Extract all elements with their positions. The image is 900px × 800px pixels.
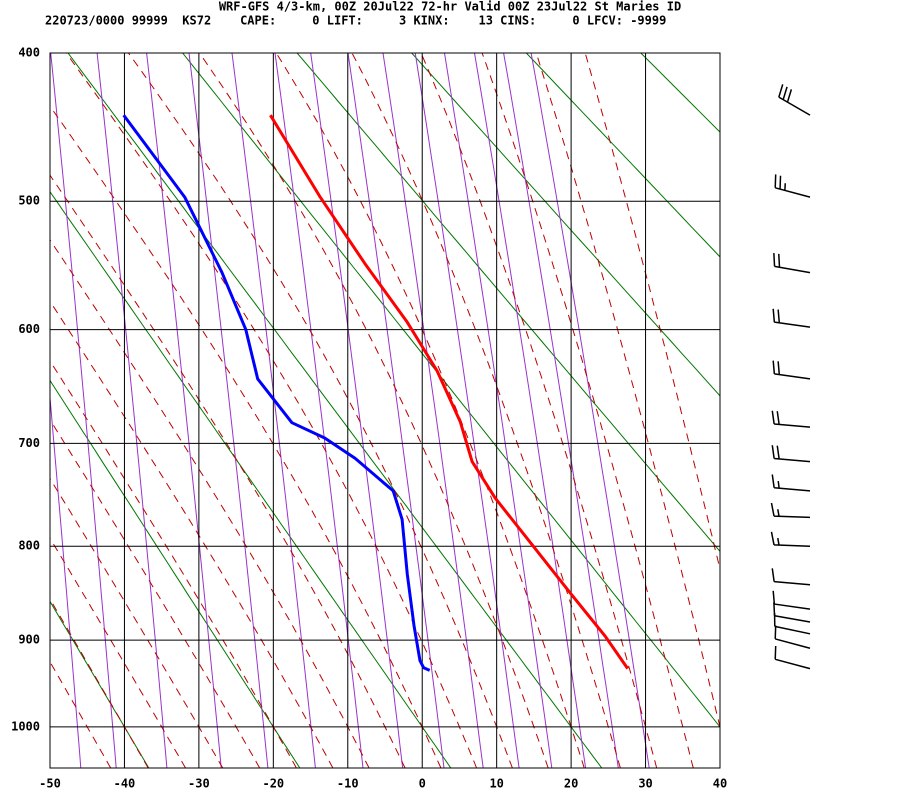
x-tick-label: -10 xyxy=(337,777,359,791)
x-tick-label: 0 xyxy=(419,777,426,791)
moist-adiabat xyxy=(50,105,442,768)
wind-barb xyxy=(772,308,811,328)
mixing-ratio-line xyxy=(444,53,553,768)
mixing-ratio-line xyxy=(274,53,364,768)
mixing-ratio-line xyxy=(503,53,619,768)
moist-adiabat xyxy=(50,238,370,768)
dry-adiabat xyxy=(50,600,150,768)
y-tick-label: 900 xyxy=(18,633,40,647)
wind-barb xyxy=(771,410,811,428)
wind-barb xyxy=(778,84,811,116)
dry-adiabat xyxy=(296,53,720,553)
x-tick-label: 30 xyxy=(638,777,652,791)
moist-adiabat xyxy=(351,53,621,768)
wind-barb xyxy=(774,645,811,670)
dry-adiabat xyxy=(67,53,603,768)
mixing-ratio-line xyxy=(50,392,82,768)
moist-adiabat xyxy=(65,53,478,768)
dry-adiabat xyxy=(411,53,720,397)
wind-barb xyxy=(771,445,811,463)
mixing-ratio-line xyxy=(347,53,445,768)
moist-adiabat xyxy=(481,53,694,768)
y-tick-label: 1000 xyxy=(11,719,40,733)
mixing-ratio-line xyxy=(50,53,117,768)
dry-adiabat xyxy=(50,379,301,768)
profiles xyxy=(122,114,629,672)
y-tick-label: 700 xyxy=(18,436,40,450)
wind-barb xyxy=(771,568,811,586)
moist-adiabat xyxy=(50,300,334,768)
x-tick-label: 40 xyxy=(713,777,727,791)
mixing-ratio-line xyxy=(474,53,587,768)
y-tick-label: 400 xyxy=(18,46,40,60)
plot-frame xyxy=(49,52,721,769)
sounding-indices: 220723/0000 99999 KS72 CAPE: 0 LIFT: 3 K… xyxy=(45,14,666,28)
mixing-ratio-line xyxy=(96,53,168,768)
moist-adiabat xyxy=(127,53,513,768)
dry-adiabat xyxy=(50,190,452,768)
moist-adiabat xyxy=(535,53,720,730)
moist-adiabat xyxy=(50,660,112,768)
y-tick-label: 800 xyxy=(18,539,40,553)
moist-adiabat xyxy=(50,174,406,768)
wind-barbs xyxy=(770,84,811,670)
wind-barb xyxy=(770,531,811,547)
moist-adiabat xyxy=(275,53,585,768)
profile-line xyxy=(269,114,629,670)
wind-barb xyxy=(774,174,811,198)
moist-adiabat xyxy=(50,537,187,768)
x-tick-label: -40 xyxy=(114,777,136,791)
x-tick-label: 10 xyxy=(489,777,503,791)
y-tick-label: 600 xyxy=(18,322,40,336)
wind-barb xyxy=(774,625,811,649)
moist-adiabat xyxy=(50,598,149,768)
mixing-ratio-line xyxy=(188,53,269,768)
moist-adiabat xyxy=(50,477,224,768)
mixing-ratio-line xyxy=(310,53,404,768)
mixing-ratio-line xyxy=(146,53,222,768)
moist-adiabat xyxy=(198,53,549,768)
moist-adiabat xyxy=(50,360,297,768)
profile-line xyxy=(122,114,431,672)
mixing-ratio-line xyxy=(382,53,484,768)
wind-barb xyxy=(770,502,811,519)
chart-title: WRF-GFS 4/3-km, 00Z 20Jul22 72-hr Valid … xyxy=(219,0,681,14)
wind-barb xyxy=(772,590,811,610)
wind-barb xyxy=(773,612,811,635)
wind-barb xyxy=(773,252,811,274)
wind-barb xyxy=(771,474,811,492)
x-tick-label: -20 xyxy=(262,777,284,791)
mixing-ratio-line xyxy=(530,53,650,768)
mixing-ratio-line xyxy=(231,53,316,768)
wind-barb xyxy=(772,360,811,380)
y-tick-label: 500 xyxy=(18,194,40,208)
x-tick-label: -50 xyxy=(39,777,61,791)
moist-adiabat xyxy=(50,418,261,768)
grid: 400 500 600 700 800 900 1000 -50 -40 -30 -20 -10 0 10… xyxy=(11,46,727,791)
x-tick-label: -30 xyxy=(188,777,210,791)
x-tick-label: 20 xyxy=(564,777,578,791)
dry-adiabat xyxy=(525,53,720,258)
dry-adiabat xyxy=(182,53,720,728)
